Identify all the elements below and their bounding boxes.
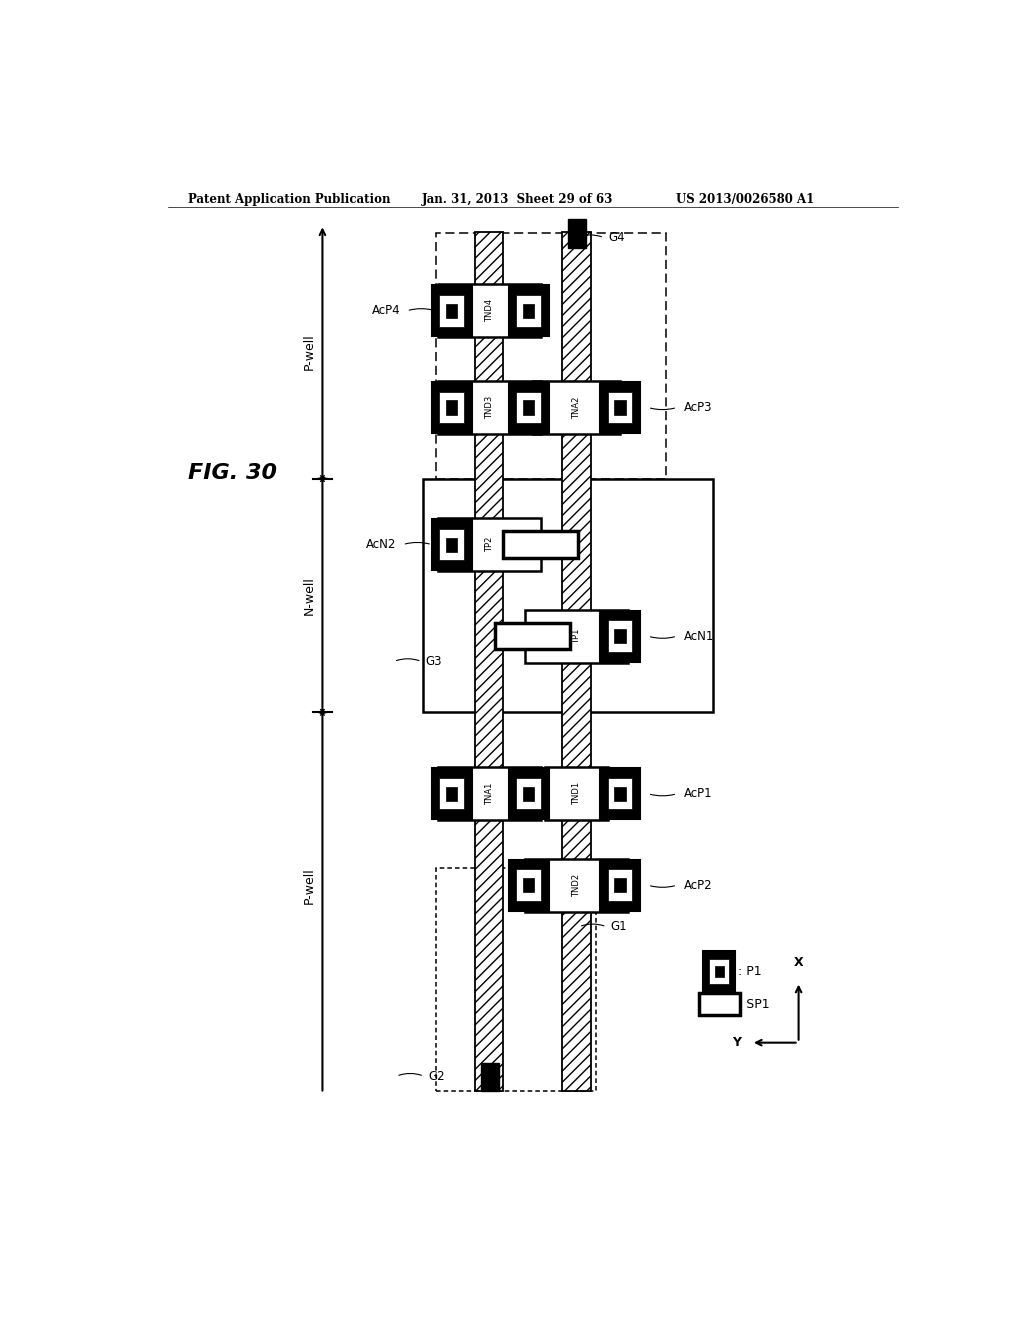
Bar (545, 767, 608, 820)
Text: AcP3: AcP3 (684, 401, 712, 414)
Bar (600, 381, 640, 433)
Text: P-well: P-well (302, 867, 315, 903)
Text: Y: Y (732, 1036, 741, 1049)
Text: N-well: N-well (302, 576, 315, 615)
Text: X: X (794, 957, 804, 969)
Bar (524, 859, 628, 912)
Bar (614, 400, 626, 414)
Text: G4: G4 (608, 231, 625, 244)
Bar (495, 623, 570, 649)
Text: TND3: TND3 (484, 396, 494, 418)
Text: P-well: P-well (302, 333, 315, 370)
Bar (446, 304, 458, 318)
Text: AcP4: AcP4 (372, 305, 400, 317)
Bar (607, 620, 633, 652)
Text: AcP2: AcP2 (684, 879, 712, 891)
Text: TND2: TND2 (571, 874, 581, 896)
Bar (516, 296, 541, 326)
Bar (432, 768, 472, 818)
Text: US 2013/0026580 A1: US 2013/0026580 A1 (676, 193, 814, 206)
Text: AcN2: AcN2 (366, 539, 396, 552)
Bar (516, 870, 541, 900)
Bar (523, 304, 535, 318)
Bar (432, 285, 472, 337)
Text: : SP1: : SP1 (738, 998, 770, 1011)
Bar (607, 777, 633, 809)
Text: G3: G3 (426, 655, 442, 668)
Bar (436, 867, 596, 1092)
Bar (524, 610, 628, 663)
Bar (607, 392, 633, 424)
Bar (481, 1063, 499, 1092)
Bar (446, 400, 458, 414)
Text: TND1: TND1 (571, 781, 581, 805)
Bar (532, 381, 620, 434)
Bar (703, 952, 735, 991)
Bar (436, 232, 666, 479)
Bar (446, 787, 458, 801)
Bar (516, 392, 541, 424)
Bar (600, 611, 640, 661)
Bar (437, 767, 541, 820)
Bar (423, 479, 713, 713)
Bar (607, 870, 633, 900)
Bar (439, 296, 464, 326)
Bar (568, 219, 586, 248)
Text: Patent Application Publication: Patent Application Publication (187, 193, 390, 206)
Text: TP2: TP2 (484, 537, 494, 552)
Bar (439, 777, 464, 809)
Bar (516, 777, 541, 809)
Text: TNA2: TNA2 (571, 396, 581, 418)
Text: AcP1: AcP1 (684, 787, 712, 800)
Bar (432, 519, 472, 570)
Text: AcN1: AcN1 (684, 630, 714, 643)
Bar (446, 537, 458, 552)
Bar (562, 231, 591, 1092)
Text: : P1: : P1 (738, 965, 762, 978)
Bar (614, 787, 626, 801)
Bar (710, 958, 729, 985)
Bar (503, 532, 579, 558)
Bar (439, 529, 464, 561)
Bar (523, 787, 535, 801)
Bar (600, 859, 640, 911)
Bar (523, 878, 535, 892)
Bar (509, 381, 549, 433)
Bar (509, 768, 549, 818)
Bar (614, 878, 626, 892)
Bar (437, 284, 541, 338)
Text: Jan. 31, 2013  Sheet 29 of 63: Jan. 31, 2013 Sheet 29 of 63 (422, 193, 613, 206)
Text: G2: G2 (428, 1069, 444, 1082)
Text: TND4: TND4 (484, 300, 494, 322)
Bar (698, 993, 740, 1015)
Bar (715, 966, 724, 977)
Bar (509, 859, 549, 911)
Text: FIG. 30: FIG. 30 (187, 463, 276, 483)
Text: TNA1: TNA1 (484, 783, 494, 805)
Bar (523, 400, 535, 414)
Bar (432, 381, 472, 433)
Text: TP1: TP1 (571, 628, 581, 644)
Bar (614, 630, 626, 643)
Bar (437, 381, 541, 434)
Bar (437, 519, 541, 572)
Bar (439, 392, 464, 424)
Bar (600, 768, 640, 818)
Text: G1: G1 (610, 920, 627, 933)
Bar (475, 231, 504, 1092)
Bar (509, 285, 549, 337)
